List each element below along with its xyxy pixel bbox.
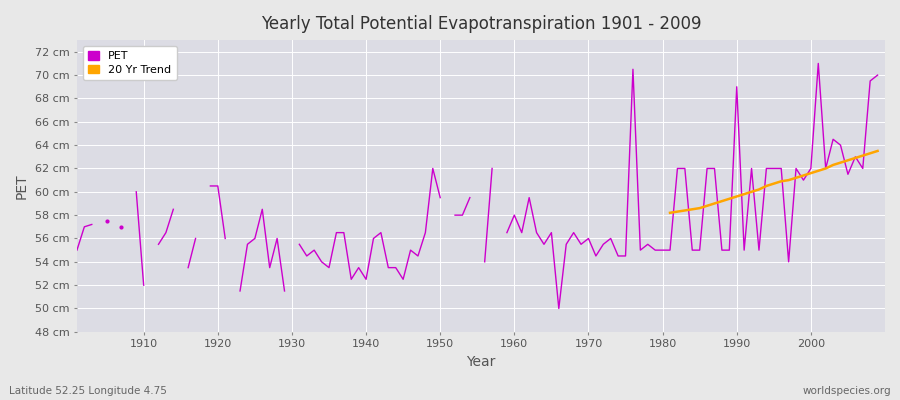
X-axis label: Year: Year	[466, 355, 496, 369]
Y-axis label: PET: PET	[15, 173, 29, 199]
Title: Yearly Total Potential Evapotranspiration 1901 - 2009: Yearly Total Potential Evapotranspiratio…	[261, 15, 701, 33]
Text: Latitude 52.25 Longitude 4.75: Latitude 52.25 Longitude 4.75	[9, 386, 166, 396]
Legend: PET, 20 Yr Trend: PET, 20 Yr Trend	[83, 46, 176, 80]
Text: worldspecies.org: worldspecies.org	[803, 386, 891, 396]
